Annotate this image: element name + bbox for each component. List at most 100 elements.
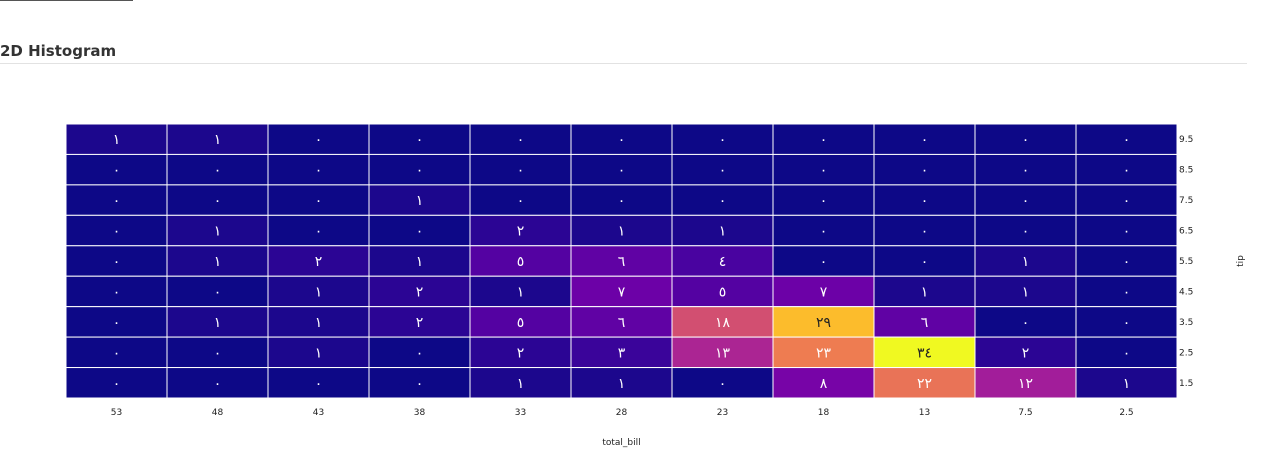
heatmap-cell-label: ٠ xyxy=(921,163,929,179)
heatmap-cell xyxy=(671,153,774,186)
heatmap-cell-label: ١ xyxy=(416,193,424,209)
heatmap-cell xyxy=(974,275,1077,308)
heatmap-cell-label: ٢٢ xyxy=(917,376,932,392)
heatmap-cell-label: ٢ xyxy=(315,254,323,270)
heatmap-cell xyxy=(772,367,875,399)
heatmap-cell xyxy=(570,367,673,399)
heatmap-cell xyxy=(772,153,875,186)
heatmap-cell-label: ١٨ xyxy=(715,315,731,331)
heatmap-cell-label: ٠ xyxy=(921,132,929,148)
heatmap-cell-label: ٠ xyxy=(113,224,121,240)
heatmap-cell xyxy=(267,123,370,155)
heatmap-cell xyxy=(671,123,774,155)
heatmap-cell xyxy=(772,214,875,247)
heatmap-cell xyxy=(873,184,976,216)
heatmap-cell-label: ٠ xyxy=(1123,224,1131,240)
heatmap-cell-label: ٠ xyxy=(1123,315,1131,331)
heatmap-cell xyxy=(570,306,673,338)
heatmap-cell-label: ١ xyxy=(315,315,323,331)
heatmap-cell-label: ٠ xyxy=(1022,163,1030,179)
heatmap-cell xyxy=(267,275,370,308)
heatmap-cell-label: ١ xyxy=(618,376,626,392)
heatmap-cell-label: ٠ xyxy=(315,224,323,240)
heatmap-cell xyxy=(65,367,168,399)
x-tick-label: 18 xyxy=(818,408,830,418)
heatmap-cell xyxy=(65,153,168,186)
heatmap-cell xyxy=(166,184,269,216)
y-tick-label: 3.5 xyxy=(1179,318,1193,328)
heatmap-cell-label: ٠ xyxy=(820,254,828,270)
heatmap-cell xyxy=(267,306,370,338)
heatmap-cell-label: ٠ xyxy=(1123,132,1131,148)
y-tick-label: 9.5 xyxy=(1179,135,1193,145)
heatmap-cell xyxy=(65,184,168,216)
heatmap-cell-label: ٣ xyxy=(618,345,626,361)
x-axis-ticks: 53 48 43 38 33 28 23 18 13 7.5 2.5 xyxy=(111,408,1134,418)
heatmap-cell-label: ٢٩ xyxy=(816,315,831,331)
heatmap-cell xyxy=(469,245,572,277)
heatmap-cell-label: ٠ xyxy=(517,163,525,179)
heatmap-cell-label: ٠ xyxy=(214,345,222,361)
heatmap-cell-label: ٠ xyxy=(517,132,525,148)
heatmap-cell-label: ٠ xyxy=(113,254,121,270)
heatmap-cell xyxy=(267,184,370,216)
heatmap-cell-label: ٠ xyxy=(517,193,525,209)
heatmap-cell xyxy=(267,367,370,399)
heatmap-cell-label: ٠ xyxy=(820,224,828,240)
heatmap-cell-label: ١ xyxy=(416,254,424,270)
x-tick-label: 28 xyxy=(616,408,628,418)
heatmap-cell xyxy=(166,245,269,277)
x-tick-label: 7.5 xyxy=(1018,408,1032,418)
heatmap-cell xyxy=(166,367,269,399)
heatmap-cell xyxy=(671,367,774,399)
heatmap-cell xyxy=(772,336,875,369)
heatmap-cell-label: ٠ xyxy=(1123,254,1131,270)
heatmap-cell-label: ١ xyxy=(214,132,222,148)
heatmap-cell xyxy=(974,367,1077,399)
heatmap-cell-label: ٠ xyxy=(416,224,424,240)
heatmap-cell-label: ٠ xyxy=(618,193,626,209)
x-tick-label: 33 xyxy=(515,408,526,418)
heatmap-cell-label: ٠ xyxy=(719,132,727,148)
heatmap-cell-label: ٥ xyxy=(517,254,525,270)
heatmap-cell-label: ١ xyxy=(214,224,222,240)
heatmap-cell-label: ١ xyxy=(214,254,222,270)
heatmap-cell-label: ٠ xyxy=(416,376,424,392)
heatmap-cell-label: ١٣ xyxy=(715,345,731,361)
heatmap-cell xyxy=(469,336,572,369)
heatmap-cell-label: ٥ xyxy=(719,284,727,300)
heatmap-cell-label: ١ xyxy=(618,224,626,240)
heatmap-cell xyxy=(772,275,875,308)
y-axis-ticks: 9.5 8.5 7.5 6.5 5.5 4.5 3.5 2.5 1.5 xyxy=(1179,135,1193,389)
y-tick-label: 7.5 xyxy=(1179,196,1193,206)
heatmap-cell-label: ١ xyxy=(921,284,929,300)
heatmap-cell-label: ٠ xyxy=(113,193,121,209)
heatmap-cell xyxy=(368,245,471,277)
x-tick-label: 23 xyxy=(717,408,728,418)
heatmap-cell-label: ٠ xyxy=(315,132,323,148)
heatmap-cell-label: ١ xyxy=(315,345,323,361)
heatmap-cell xyxy=(368,275,471,308)
heatmap-cell xyxy=(469,214,572,247)
heatmap-cell xyxy=(65,306,168,338)
heatmap-cell xyxy=(469,275,572,308)
heatmap-cell xyxy=(267,153,370,186)
heatmap-cell-label: ٦ xyxy=(618,315,626,331)
heatmap-cell-label: ٠ xyxy=(315,163,323,179)
heatmap-cell xyxy=(1075,245,1178,277)
heatmap-cell-label: ٢ xyxy=(416,315,424,331)
heatmap-cell xyxy=(974,306,1077,338)
heatmap-cell-label: ٠ xyxy=(1123,284,1131,300)
heatmap-cell xyxy=(166,275,269,308)
heatmap-cell-label: ٠ xyxy=(820,132,828,148)
heatmap-cell xyxy=(1075,214,1178,247)
heatmap-cell-label: ٠ xyxy=(1123,345,1131,361)
section-title: 2D Histogram xyxy=(0,42,117,60)
heatmap-cell-label: ٠ xyxy=(315,193,323,209)
heatmap-cell-label: ١ xyxy=(214,315,222,331)
heatmap-cell xyxy=(873,336,976,369)
heatmap-cell xyxy=(671,184,774,216)
heatmap-cell xyxy=(873,123,976,155)
